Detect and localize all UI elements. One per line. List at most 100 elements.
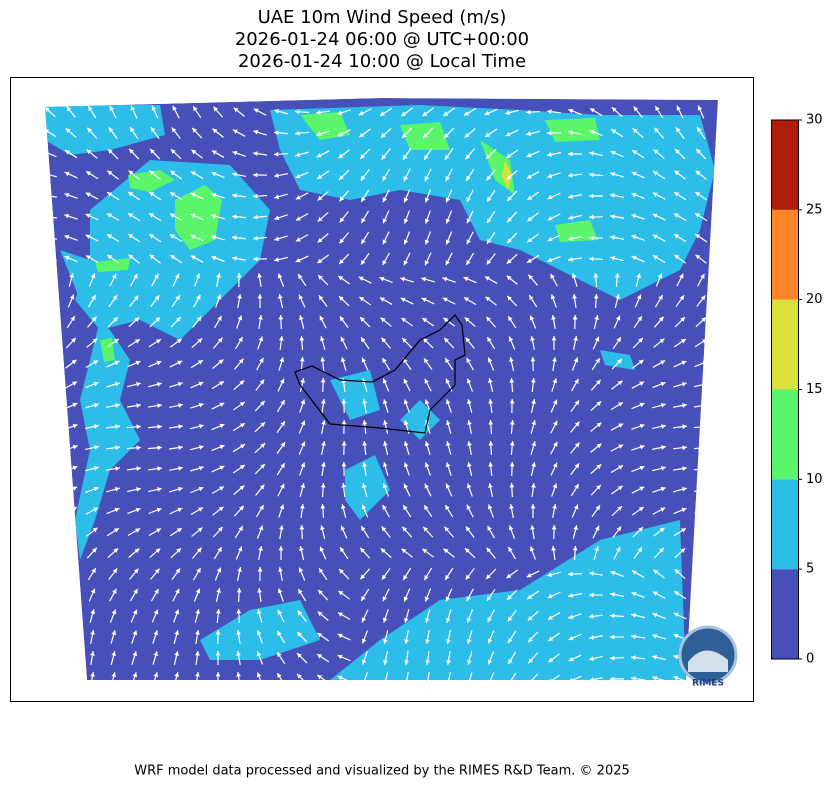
wind-arrow-head [90, 651, 95, 656]
wind-arrow-head [509, 462, 515, 467]
wind-arrow-head [295, 237, 301, 242]
wind-arrow-head [320, 525, 325, 531]
wind-arrow-head [196, 547, 202, 553]
wind-arrow-head [589, 129, 595, 135]
wind-arrow-head [341, 441, 347, 446]
wind-arrow-head [295, 152, 301, 158]
wind-arrow-head [87, 127, 93, 133]
wind-arrow-head [637, 547, 643, 553]
wind-arrow-head [50, 465, 56, 470]
wind-arrow-head [465, 526, 471, 532]
wind-arrow-head [574, 378, 579, 384]
wind-arrow-head [280, 483, 285, 489]
wind-arrow-shaft [45, 336, 55, 350]
wind-arrow-head [550, 294, 556, 300]
wind-arrow-head [404, 681, 409, 686]
wind-arrow-head [466, 239, 471, 245]
wind-arrow-head [259, 357, 264, 363]
wind-arrow-head [467, 420, 472, 425]
wind-arrow-head [274, 194, 280, 200]
wind-arrow-head [321, 462, 326, 467]
wind-arrow-head [618, 444, 624, 449]
wind-arrow-head [258, 525, 264, 531]
wind-arrow-head [486, 595, 492, 601]
wind-arrow-head [136, 487, 141, 492]
wind-arrow-head [552, 483, 558, 489]
wind-arrow-head [109, 105, 114, 111]
wind-arrow-head [488, 483, 493, 488]
wind-arrow-head [358, 111, 364, 116]
wind-arrow-head [652, 192, 658, 197]
wind-arrow-head [339, 568, 344, 574]
wind-arrow-head [528, 637, 533, 643]
wind-arrow-head [610, 570, 616, 576]
wind-arrow-head [674, 254, 680, 260]
wind-arrow-head [509, 357, 514, 362]
wind-arrow-head [215, 651, 221, 656]
wind-arrow-head [657, 273, 663, 279]
wind-arrow-head [338, 275, 344, 281]
wind-arrow-head [589, 214, 594, 220]
wind-arrow-head [486, 316, 492, 322]
wind-arrow-head [594, 315, 599, 321]
wind-arrow-head [506, 153, 512, 158]
wind-arrow-head [615, 315, 621, 321]
wind-arrow-head [278, 336, 284, 341]
wind-arrow-head [69, 609, 74, 614]
wind-arrow-head [196, 294, 201, 300]
wind-arrow-head [257, 294, 263, 299]
wind-arrow-head [421, 297, 427, 303]
wind-arrow-shaft [45, 505, 56, 517]
wind-arrow-head [157, 424, 162, 430]
wind-arrow-head [295, 216, 301, 221]
wind-15-20 [502, 160, 512, 190]
wind-arrow-head [232, 235, 237, 241]
wind-arrow-head [422, 111, 428, 117]
wind-arrow-head [339, 238, 345, 244]
wind-arrow-head [631, 591, 637, 597]
wind-arrow-head [361, 196, 366, 202]
wind-arrow-head [403, 378, 408, 384]
wind-arrow-head [232, 214, 237, 220]
wind-arrow-shaft [69, 671, 73, 680]
wind-arrow-head [299, 315, 304, 321]
wind-arrow-head [90, 609, 96, 615]
wind-arrow-head [596, 443, 602, 449]
wind-arrow-shaft [426, 671, 430, 680]
wind-arrow-head [700, 273, 705, 279]
wind-arrow-head [466, 638, 472, 644]
wind-arrow-head [278, 315, 284, 320]
wind-arrow-head [633, 106, 639, 112]
wind-arrow-head [111, 672, 117, 678]
wind-arrow-head [217, 337, 223, 343]
wind-arrow-head [130, 127, 135, 133]
wind-arrow-head [526, 572, 532, 578]
wind-arrow-shaft [467, 672, 473, 680]
wind-arrow-shaft [47, 567, 53, 581]
wind-arrow-head [219, 465, 225, 471]
wind-arrow-head [610, 676, 615, 680]
wind-arrow-head [444, 526, 450, 532]
wind-arrow-head [91, 294, 96, 300]
wind-arrow-head [466, 175, 471, 181]
wind-arrow-head [652, 612, 658, 618]
wind-arrow-head [219, 444, 225, 450]
wind-arrow-head [464, 317, 470, 323]
wind-arrow-head [526, 109, 531, 115]
wind-arrow-head [133, 273, 138, 279]
wind-arrow-head [358, 276, 364, 281]
wind-arrow-head [362, 462, 367, 467]
wind-arrow-head [655, 106, 660, 111]
wind-arrow-head [154, 273, 159, 279]
wind-arrow-head [488, 441, 494, 446]
wind-arrow-head [45, 235, 48, 240]
wind-arrow-head [107, 192, 113, 197]
wind-arrow-head [280, 421, 285, 427]
wind-arrow-shaft [45, 380, 56, 390]
wind-arrow-head [219, 486, 225, 491]
wind-arrow-head [616, 546, 621, 552]
wind-arrow-head [572, 294, 577, 299]
wind-arrow-head [92, 527, 98, 533]
wind-arrow-head [47, 588, 53, 593]
wind-arrow-head [361, 357, 367, 363]
